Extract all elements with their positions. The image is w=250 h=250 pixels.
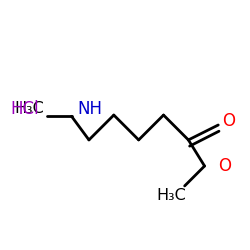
Text: H₃C: H₃C xyxy=(14,101,44,116)
Text: H₃C: H₃C xyxy=(156,188,186,202)
Text: O: O xyxy=(222,112,235,130)
Text: O: O xyxy=(218,157,231,175)
Text: NH: NH xyxy=(77,100,102,118)
Text: HCl: HCl xyxy=(11,100,39,118)
